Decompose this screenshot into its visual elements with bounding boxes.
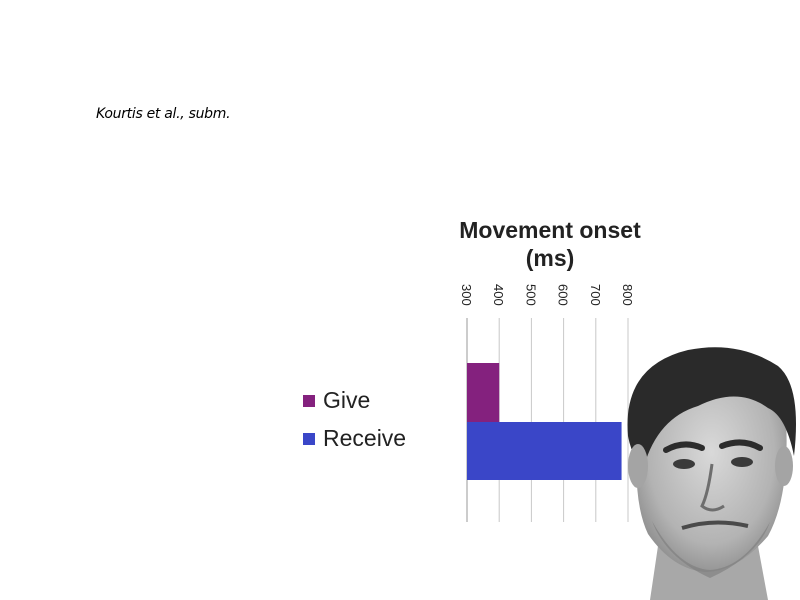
tick-label-400: 400 (491, 284, 506, 306)
legend-label-receive: Receive (323, 425, 407, 451)
tick-labels: 300 400 500 600 700 800 (459, 284, 635, 306)
legend-item-receive: Receive (303, 425, 406, 452)
legend-swatch-receive (303, 432, 315, 445)
tick-label-300: 300 (459, 284, 474, 306)
chart-title: Movement onset (ms) (440, 216, 660, 272)
citation-text: Kourtis et al., subm. (96, 106, 231, 122)
bars (467, 363, 622, 480)
legend-label-give: Give (323, 387, 371, 413)
bar-receive (467, 422, 622, 480)
portrait-photo (627, 347, 796, 600)
legend-item-give: Give (303, 387, 370, 414)
tick-label-600: 600 (556, 284, 571, 306)
tick-label-500: 500 (523, 284, 538, 306)
tick-label-800: 800 (620, 284, 635, 306)
bar-give (467, 363, 500, 422)
legend-swatch-give (303, 394, 315, 407)
chart-title-line-1: Movement onset (459, 217, 641, 243)
tick-label-700: 700 (588, 284, 603, 306)
chart-title-line-2: (ms) (525, 245, 575, 271)
